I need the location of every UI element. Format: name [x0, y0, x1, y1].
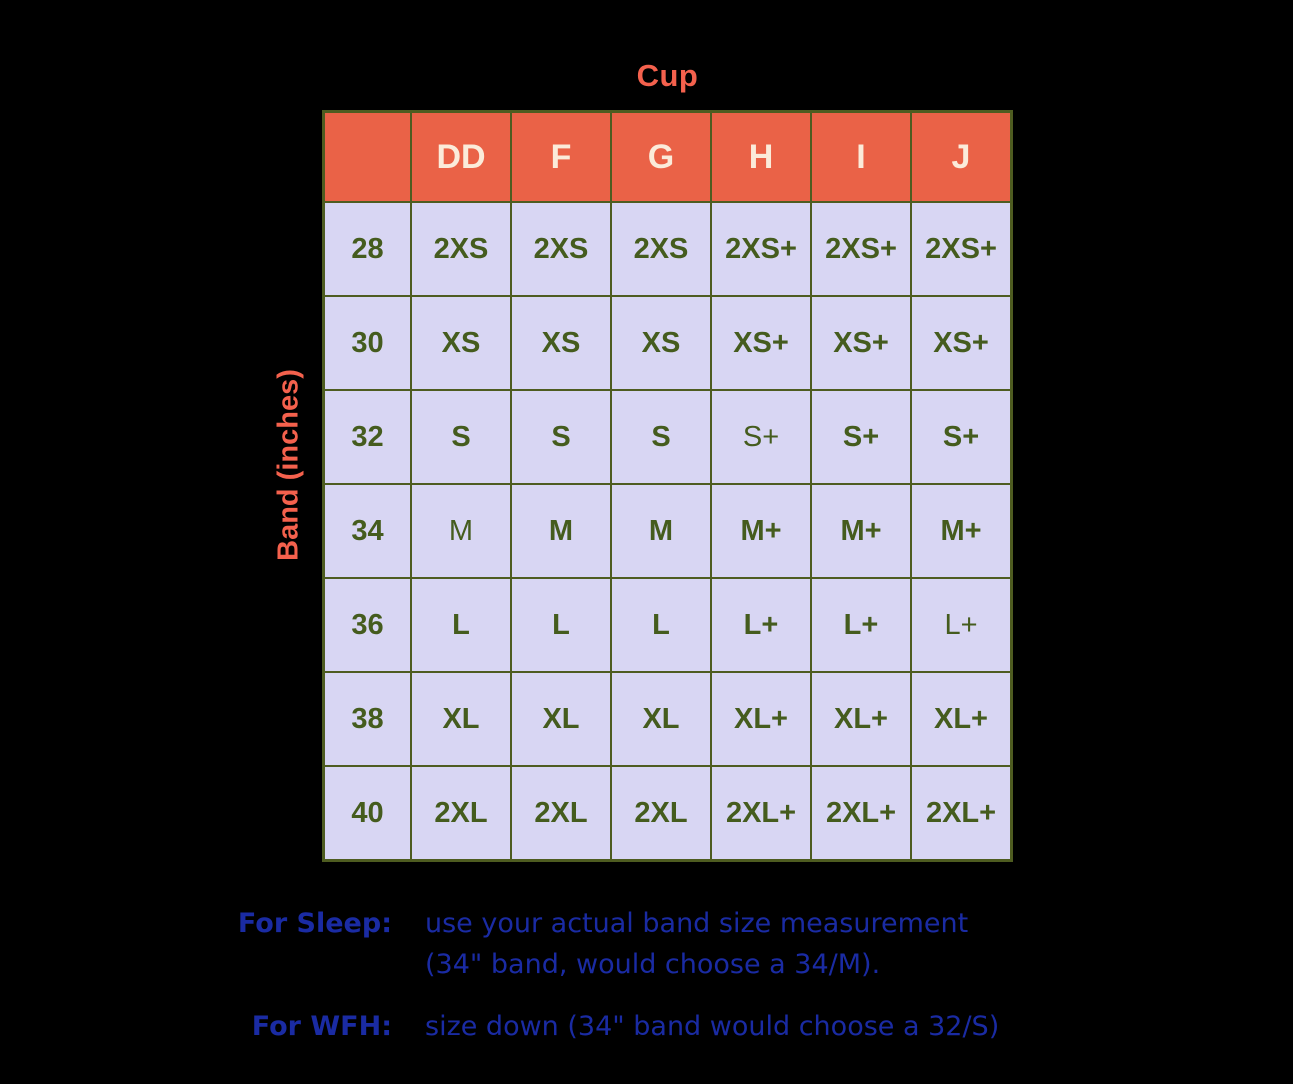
size-cell-34-j: M+: [912, 485, 1010, 577]
note-wfh-text: size down (34" band would choose a 32/S): [425, 1006, 1065, 1047]
size-cell-38-j: XL+: [912, 673, 1010, 765]
size-cell-30-f: XS: [512, 297, 610, 389]
note-sleep-label: For Sleep:: [237, 908, 392, 939]
size-cell-30-g: XS: [612, 297, 710, 389]
size-cell-38-h: XL+: [712, 673, 810, 765]
size-cell-28-g: 2XS: [612, 203, 710, 295]
size-cell-40-h: 2XL+: [712, 767, 810, 859]
size-cell-30-h: XS+: [712, 297, 810, 389]
band-row-label-38: 38: [325, 673, 410, 765]
cup-column-header-g: G: [612, 113, 710, 201]
cup-column-header-j: J: [912, 113, 1010, 201]
cup-column-header-f: F: [512, 113, 610, 201]
size-cell-38-g: XL: [612, 673, 710, 765]
size-cell-40-g: 2XL: [612, 767, 710, 859]
size-cell-40-f: 2XL: [512, 767, 610, 859]
size-cell-34-i: M+: [812, 485, 910, 577]
size-cell-28-j: 2XS+: [912, 203, 1010, 295]
note-sleep-line2: (34" band, would choose a 34/M).: [425, 949, 881, 980]
note-wfh-line1: size down (34" band would choose a 32/S): [425, 1011, 1000, 1042]
size-cell-28-f: 2XS: [512, 203, 610, 295]
size-cell-36-h: L+: [712, 579, 810, 671]
size-cell-36-f: L: [512, 579, 610, 671]
size-cell-38-f: XL: [512, 673, 610, 765]
note-sleep-line1: use your actual band size measurement: [425, 908, 969, 939]
size-cell-28-i: 2XS+: [812, 203, 910, 295]
note-wfh-label: For WFH:: [251, 1011, 392, 1042]
size-cell-38-i: XL+: [812, 673, 910, 765]
band-axis-label: Band (inches): [272, 369, 305, 561]
corner-cell: [325, 113, 410, 201]
band-row-label-30: 30: [325, 297, 410, 389]
size-cell-32-g: S: [612, 391, 710, 483]
band-row-label-34: 34: [325, 485, 410, 577]
size-cell-36-dd: L: [412, 579, 510, 671]
size-cell-34-h: M+: [712, 485, 810, 577]
size-cell-40-i: 2XL+: [812, 767, 910, 859]
cup-column-header-dd: DD: [412, 113, 510, 201]
size-cell-28-dd: 2XS: [412, 203, 510, 295]
size-cell-32-j: S+: [912, 391, 1010, 483]
size-cell-32-h: S+: [712, 391, 810, 483]
size-cell-32-dd: S: [412, 391, 510, 483]
size-cell-36-i: L+: [812, 579, 910, 671]
size-cell-40-dd: 2XL: [412, 767, 510, 859]
size-cell-34-f: M: [512, 485, 610, 577]
band-row-label-28: 28: [325, 203, 410, 295]
size-cell-32-f: S: [512, 391, 610, 483]
size-cell-34-dd: M: [412, 485, 510, 577]
cup-column-header-i: I: [812, 113, 910, 201]
size-chart-table: DD F G H I J 28 2XS 2XS 2XS 2XS+ 2XS+ 2X…: [322, 110, 1013, 862]
cup-axis-label: Cup: [636, 58, 699, 93]
size-cell-40-j: 2XL+: [912, 767, 1010, 859]
size-cell-38-dd: XL: [412, 673, 510, 765]
size-cell-30-j: XS+: [912, 297, 1010, 389]
size-cell-28-h: 2XS+: [712, 203, 810, 295]
band-row-label-40: 40: [325, 767, 410, 859]
cup-column-header-h: H: [712, 113, 810, 201]
size-cell-34-g: M: [612, 485, 710, 577]
note-sleep-text: use your actual band size measurement (3…: [425, 903, 1065, 985]
band-row-label-32: 32: [325, 391, 410, 483]
size-cell-36-g: L: [612, 579, 710, 671]
size-cell-30-dd: XS: [412, 297, 510, 389]
size-cell-32-i: S+: [812, 391, 910, 483]
band-row-label-36: 36: [325, 579, 410, 671]
size-cell-36-j: L+: [912, 579, 1010, 671]
size-cell-30-i: XS+: [812, 297, 910, 389]
